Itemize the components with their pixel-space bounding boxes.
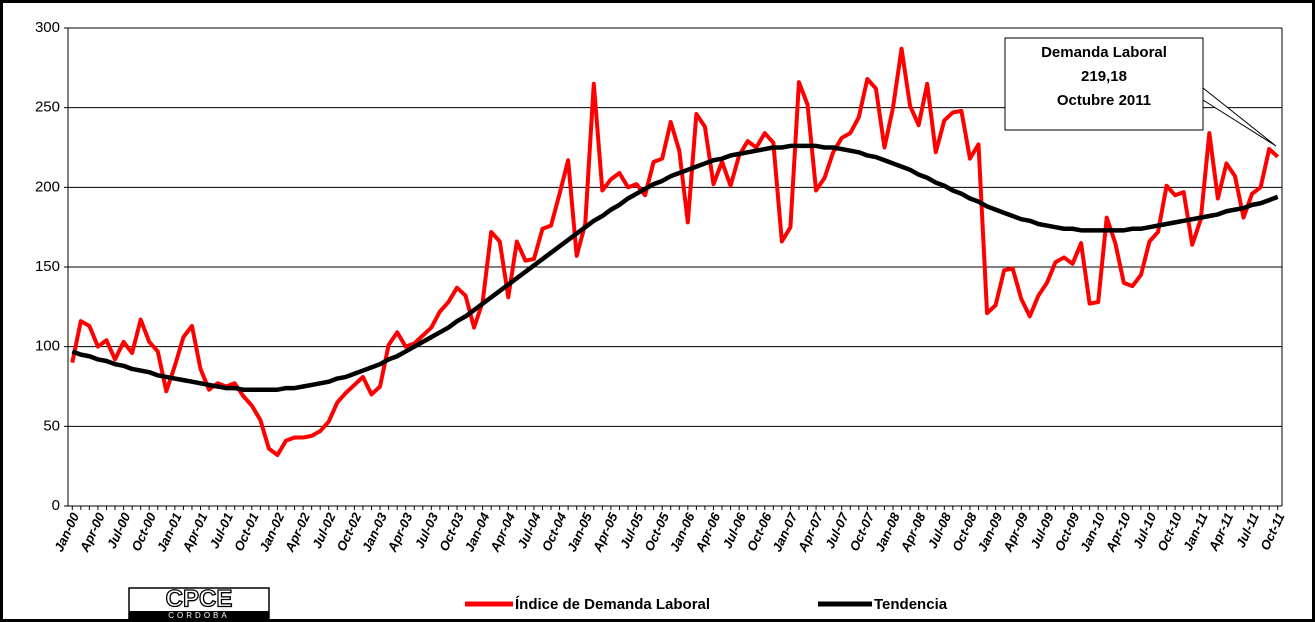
annotation-box <box>1004 37 1204 131</box>
logo: CPCE CORDOBA <box>128 585 270 621</box>
series-lines <box>70 46 1280 458</box>
legend-label: Tendencia <box>874 596 948 613</box>
y-tick-label: 300 <box>35 19 60 36</box>
annotation-line: 219,18 <box>1081 68 1127 85</box>
y-tick-label: 0 <box>52 497 60 514</box>
logo-band <box>129 611 269 620</box>
logo-subtext: CORDOBA <box>168 611 229 620</box>
annotation-line: Demanda Laboral <box>1041 44 1167 61</box>
y-tick-label: 100 <box>35 338 60 355</box>
annotation-line: Octubre 2011 <box>1057 92 1151 109</box>
series-line <box>71 143 1279 392</box>
y-tick-label: 200 <box>35 178 60 195</box>
grid: 0 50 100 150 200 250 300 <box>35 19 1283 514</box>
y-tick-label: 50 <box>43 417 60 434</box>
legend: Índice de Demanda Laboral Tendencia <box>465 596 948 613</box>
series-line <box>70 46 1280 458</box>
legend-label: Índice de Demanda Laboral <box>515 596 710 613</box>
y-tick-label: 150 <box>35 258 60 275</box>
annotation: Demanda Laboral 219,18 Octubre 2011 <box>1004 37 1277 147</box>
y-tick-label: 250 <box>35 99 60 116</box>
logo-text: CPCE <box>166 585 233 612</box>
